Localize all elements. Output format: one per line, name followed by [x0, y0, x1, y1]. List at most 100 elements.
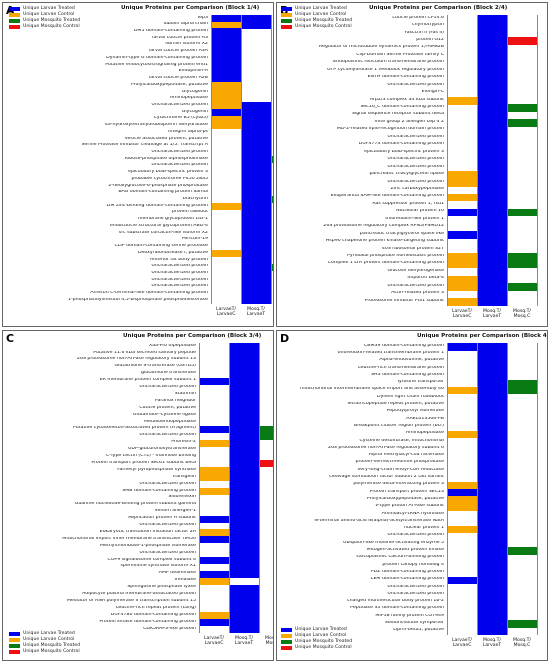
protein-label: Prolylcarboxypeptidase, putative [130, 82, 208, 87]
heatmap-cell [477, 193, 507, 202]
protein-label: mite group 2 allergen Lep d 2 [374, 119, 444, 124]
panel-title: Unique Proteins per Comparison (Block 2/… [369, 5, 508, 11]
column-label-line1: Mosq.T/ [247, 306, 265, 312]
heatmap-cell [199, 536, 229, 544]
heatmap-cell [241, 283, 271, 291]
heatmap-cell [477, 186, 507, 194]
heatmap-cell [477, 275, 507, 284]
protein-label: MD-2-related lipid-recognition domain pr… [336, 127, 444, 132]
heatmap-cell [477, 52, 507, 60]
heatmap-cell [477, 37, 507, 45]
legend-entry: Unique Mosquito Control [9, 24, 80, 30]
legend-label: Unique Larvae Control [23, 637, 75, 642]
heatmap-cell [211, 55, 241, 63]
protein-label: Uncharacterized protein [387, 533, 444, 538]
heatmap-cell [477, 268, 507, 276]
protein-label: fibrillin isoform X2 [165, 42, 208, 47]
protein-label: Signal sequence receptor subunit delta [351, 112, 444, 117]
heatmap-cell [229, 550, 259, 558]
legend-label: Unique Larvae Control [23, 12, 75, 17]
protein-label: Glycogenin [181, 109, 208, 114]
protein-label: V-type proton ATPase subunit [375, 504, 444, 509]
column-label: Mosq.T/Mosq.C [502, 638, 542, 648]
protein-label: C-Type Lectin (CTL) - mannose binding [106, 454, 196, 458]
heatmap-cell [477, 15, 507, 23]
protein-label: Complex 1 LYR protein domain-containing … [327, 261, 444, 266]
heatmap-cell [447, 496, 477, 504]
protein-label: Putative cytoskeleton-associated protein… [73, 426, 196, 431]
protein-label: cleavage stimulation factor subunit 2 ta… [329, 475, 444, 479]
column-label: Mosq.T/LarvaeT [236, 306, 273, 318]
heatmap-cell [241, 203, 271, 211]
protein-label: Sec16_C domain-containing protein [360, 105, 444, 109]
heatmap-cell [507, 208, 537, 217]
column-label-line2: LarvaeC [216, 312, 236, 318]
protein-label: Uncharacterized protein [151, 102, 208, 107]
heatmap-cell [477, 474, 507, 482]
heatmap-cell [229, 543, 259, 551]
heatmap-cell [229, 432, 259, 440]
column-label-line2: LarvaeT [246, 312, 266, 318]
heatmap-cell [229, 612, 259, 620]
heatmap-cell [447, 171, 477, 180]
protein-label: sarcoplasmic calcium-binding protein [356, 555, 444, 560]
protein-label: Aminoacyl-tRNA hydrolase [381, 511, 444, 516]
legend-entry: Unique Mosquito Treated [9, 18, 80, 24]
legend-swatch [281, 640, 292, 644]
legend-swatch [9, 7, 20, 11]
heatmap-cell [477, 223, 507, 232]
heatmap-cell [199, 577, 229, 585]
protein-label: Elongin-C [421, 90, 444, 95]
protein-label: Tep3 [197, 15, 208, 20]
heatmap-cell [477, 481, 507, 490]
heatmap-cell [229, 377, 259, 385]
column-divider [537, 15, 538, 306]
protein-label: Protein transport protein SEC23 [369, 489, 444, 494]
column-label-line1: LarvaeT/ [452, 308, 472, 314]
protein-label: Guanine nucleotide-binding protein subun… [74, 502, 196, 507]
column-label-line2: Mosq.C [513, 643, 531, 649]
heatmap-cell [447, 489, 477, 497]
heatmap-cell [477, 29, 507, 38]
legend-label: Unique Mosquito Control [23, 24, 80, 29]
protein-label: Pyridoxal phosphate homeostasis protein [347, 254, 444, 258]
heatmap-cell [477, 343, 507, 351]
heatmap-cell [477, 605, 507, 614]
heatmap-cell [241, 196, 271, 204]
legend-label: Unique Larvae Treated [23, 6, 75, 11]
heatmap-cell [211, 48, 241, 56]
protein-label: Breakpoint cluster region protein (bcr) [354, 423, 444, 428]
protein-label: Peptidylprolyl isomerase [386, 409, 444, 414]
heatmap-cell [477, 231, 507, 239]
heatmap-cell [211, 75, 241, 83]
heatmap-cell [229, 598, 259, 606]
protein-label: 26S proteasome non-ATPase regulatory sub… [327, 445, 444, 450]
heatmap-cell [447, 260, 477, 269]
heatmap-cell [477, 598, 507, 606]
heatmap-cell [199, 619, 229, 627]
protein-label: brachyurin [182, 197, 208, 202]
protein-label: Protein kinase domain-containing protein [99, 619, 196, 624]
protein-label: COP9 signalosome complex subunit 4 [107, 557, 196, 562]
legend-swatch [9, 638, 20, 642]
protein-label: Glutathione S-transferase (GSTD5) [114, 364, 196, 369]
heatmap-cell [241, 102, 271, 110]
protein-label: Uncharacterized protein [139, 523, 196, 527]
legend-swatch [281, 7, 292, 11]
legend-entry: Unique Larvae Treated [9, 6, 80, 12]
legend-swatch [281, 25, 292, 29]
heatmap-cell [477, 253, 507, 262]
column-label: Mosq.T/LarvaeT [472, 309, 512, 319]
protein-label: Mitogen-activated protein kinase [366, 548, 444, 552]
protein-label: Vesicle associated protein, putative [124, 136, 208, 141]
legend-entry: Unique Larvae Treated [281, 6, 352, 12]
legend-label: Unique Mosquito Control [295, 645, 352, 650]
panel-title: Unique Proteins per Comparison (Block 1/… [121, 5, 260, 11]
protein-label: Serine Protease Inhibitor cleavage at 1/… [81, 143, 208, 148]
protein-label: Regulator of microtubule dynamics protei… [318, 45, 444, 50]
column-label-line2: LarvaeT [482, 643, 502, 649]
heatmap-cell [477, 96, 507, 105]
protein-label: CLIP domain-containing serine protease [114, 244, 208, 249]
heatmap-cell [447, 96, 477, 105]
heatmap-cell [477, 401, 507, 409]
